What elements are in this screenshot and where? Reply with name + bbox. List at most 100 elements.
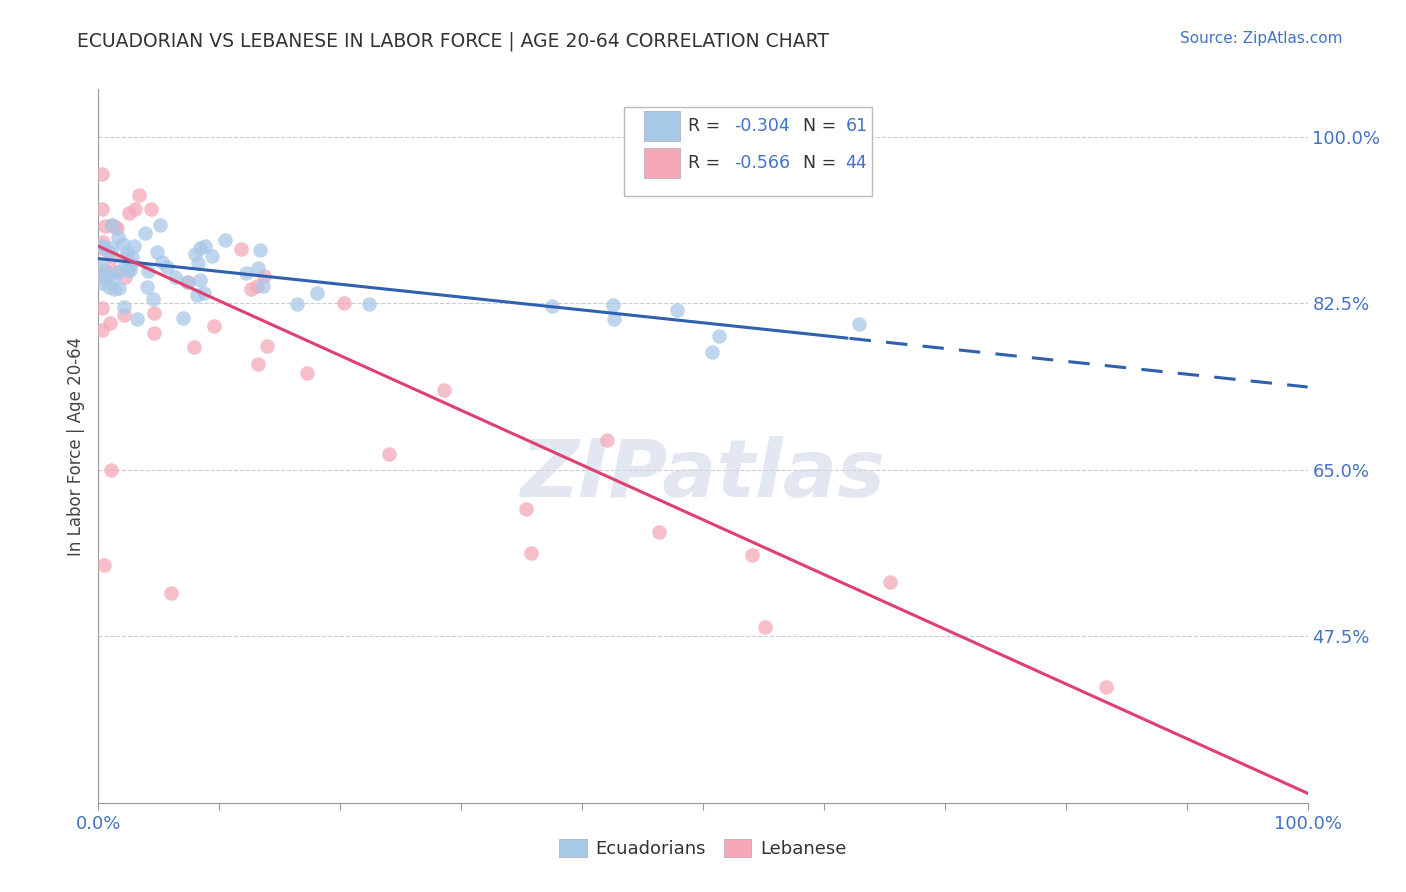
Point: [141, 202, 163, 216]
Point: [1094, 680, 1116, 694]
Point: [97, 280, 120, 294]
Point: [93, 239, 115, 253]
Point: [107, 230, 129, 244]
Point: [101, 241, 124, 255]
Point: [98, 316, 121, 330]
Point: [93, 558, 115, 572]
Point: [247, 357, 270, 371]
Point: [91, 167, 114, 181]
FancyBboxPatch shape: [624, 107, 872, 196]
Point: [91, 271, 114, 285]
Point: [252, 278, 274, 293]
Point: [117, 260, 139, 274]
Point: [165, 270, 187, 285]
Point: [357, 296, 380, 310]
Text: ZIPatlas: ZIPatlas: [520, 435, 886, 514]
Point: [700, 345, 723, 359]
Point: [665, 302, 688, 317]
Point: [602, 298, 624, 312]
Point: [114, 270, 136, 285]
Point: [520, 546, 543, 560]
Point: [136, 264, 159, 278]
Point: [305, 285, 328, 300]
Point: [93, 219, 115, 234]
Point: [91, 276, 114, 290]
Point: [127, 312, 149, 326]
Y-axis label: In Labor Force | Age 20-64: In Labor Force | Age 20-64: [66, 336, 84, 556]
Point: [91, 301, 114, 315]
Point: [124, 202, 146, 216]
Point: [112, 300, 135, 314]
Point: [128, 187, 150, 202]
Point: [247, 260, 270, 275]
Point: [124, 238, 146, 252]
Point: [115, 245, 138, 260]
FancyBboxPatch shape: [644, 148, 681, 178]
Point: [103, 220, 125, 235]
Point: [91, 323, 114, 337]
Point: [91, 259, 114, 273]
Point: [101, 250, 124, 264]
Point: [256, 339, 278, 353]
Point: [433, 384, 456, 398]
Point: [879, 575, 901, 590]
Point: [246, 279, 269, 293]
Text: R =: R =: [689, 117, 727, 135]
Point: [97, 268, 120, 282]
Point: [91, 268, 114, 282]
Point: [603, 311, 626, 326]
Point: [194, 238, 217, 252]
Point: [142, 292, 165, 306]
Point: [117, 263, 139, 277]
Point: [709, 328, 731, 343]
Text: N =: N =: [803, 153, 842, 171]
Point: [193, 285, 215, 300]
Text: -0.304: -0.304: [734, 117, 790, 135]
Point: [121, 250, 143, 264]
Text: -0.566: -0.566: [734, 153, 790, 171]
Point: [741, 549, 763, 563]
Point: [91, 235, 114, 249]
Point: [333, 296, 356, 310]
Point: [107, 265, 129, 279]
Point: [152, 255, 174, 269]
Point: [103, 264, 125, 278]
Point: [103, 282, 125, 296]
Point: [101, 218, 124, 232]
Point: [101, 271, 124, 285]
Point: [235, 266, 257, 280]
Point: [117, 206, 139, 220]
Point: [107, 281, 129, 295]
Point: [172, 310, 194, 325]
Point: [98, 245, 121, 260]
Point: [115, 250, 138, 264]
Point: [240, 282, 263, 296]
Point: [188, 273, 211, 287]
Text: 44: 44: [845, 153, 868, 171]
Point: [93, 262, 115, 277]
Point: [184, 247, 207, 261]
Point: [143, 306, 166, 320]
Point: [149, 218, 172, 232]
Legend: Ecuadorians, Lebanese: Ecuadorians, Lebanese: [553, 831, 853, 865]
Text: Source: ZipAtlas.com: Source: ZipAtlas.com: [1180, 31, 1343, 46]
Point: [202, 319, 225, 334]
Point: [848, 317, 870, 331]
Point: [143, 326, 166, 340]
Point: [648, 525, 671, 540]
Point: [754, 620, 776, 634]
Point: [100, 463, 122, 477]
Point: [183, 340, 205, 354]
Point: [253, 268, 276, 283]
Point: [214, 233, 236, 247]
Point: [177, 275, 200, 289]
Point: [146, 244, 169, 259]
Text: 61: 61: [845, 117, 868, 135]
Point: [285, 297, 308, 311]
Point: [378, 447, 401, 461]
Point: [297, 366, 319, 380]
Text: R =: R =: [689, 153, 727, 171]
Point: [176, 275, 198, 289]
Point: [249, 243, 271, 257]
Point: [134, 227, 156, 241]
